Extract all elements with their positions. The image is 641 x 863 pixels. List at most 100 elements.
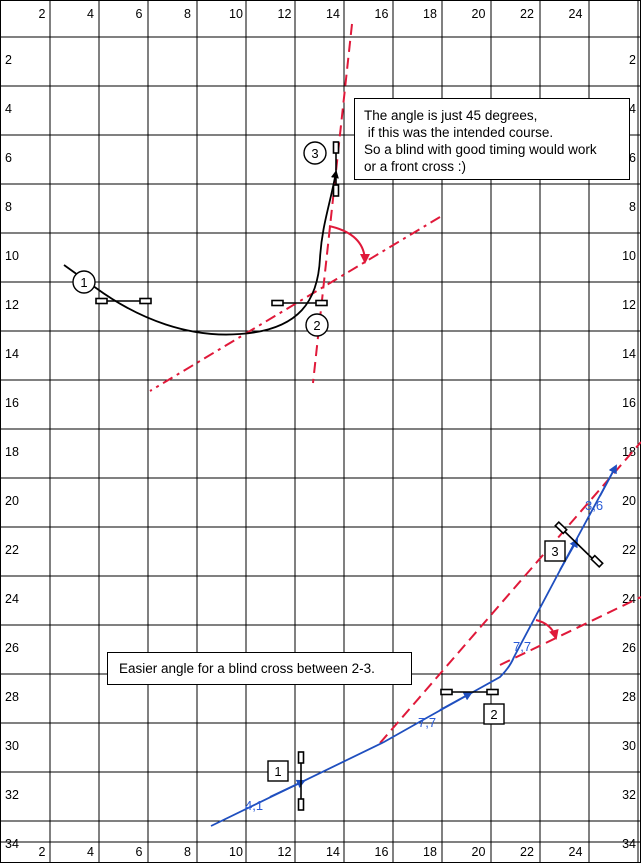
- grid-label-right: 4: [629, 102, 636, 116]
- grid-label-right: 16: [622, 396, 636, 410]
- grid-label-left: 10: [5, 249, 19, 263]
- svg-text:3: 3: [311, 146, 318, 161]
- grid-label-right: 18: [622, 445, 636, 459]
- grid-label-top: 8: [184, 7, 191, 21]
- grid-label-left: 6: [5, 151, 12, 165]
- grid-label-left: 4: [5, 102, 12, 116]
- grid-label-right: 12: [622, 298, 636, 312]
- dog-path-a: [63, 170, 339, 336]
- grid-label-left: 34: [5, 837, 19, 851]
- grid-label-bottom: 6: [136, 845, 143, 859]
- grid-label-right: 30: [622, 739, 636, 753]
- note-line-1: The angle is just 45 degrees,: [364, 108, 538, 123]
- angle-arc-b: [535, 619, 559, 640]
- jump-a-1: [95, 297, 152, 305]
- svg-text:2: 2: [490, 707, 497, 722]
- grid-bottom-labels: 2 4 6 8 10 12 14 16 18 20 22 24: [39, 845, 583, 859]
- grid-label-top: 6: [136, 7, 143, 21]
- marker-a-1: 1: [72, 270, 96, 294]
- marker-b-2: 2: [483, 703, 505, 725]
- grid-label-top: 16: [375, 7, 389, 21]
- course-b: 1 2 3 4,1 7,7 7,7 3,6: [210, 441, 641, 827]
- angle-line-a-vertical: [312, 23, 353, 384]
- grid-label-left: 24: [5, 592, 19, 606]
- grid-label-bottom: 18: [423, 845, 437, 859]
- grid-label-bottom: 24: [569, 845, 583, 859]
- angle-line-b-long: [379, 441, 641, 744]
- grid-label-left: 12: [5, 298, 19, 312]
- note-line-3: So a blind with good timing would work: [364, 142, 597, 157]
- marker-b-3: 3: [544, 540, 566, 562]
- note-bottom-text: Easier angle for a blind cross between 2…: [119, 661, 375, 676]
- grid-label-bottom: 14: [326, 845, 340, 859]
- course-a: 1 2 3: [63, 23, 441, 392]
- note-angle-explanation: The angle is just 45 degrees, if this wa…: [354, 98, 630, 180]
- marker-b-1: 1: [267, 760, 289, 782]
- grid-label-left: 14: [5, 347, 19, 361]
- note-easier-angle: Easier angle for a blind cross between 2…: [107, 652, 412, 685]
- grid-label-right: 2: [629, 53, 636, 67]
- grid-label-top: 2: [39, 7, 46, 21]
- grid-label-right: 28: [622, 690, 636, 704]
- grid-label-top: 20: [472, 7, 486, 21]
- grid-label-bottom: 12: [278, 845, 292, 859]
- jump-b-3: [554, 520, 604, 569]
- distance-label-1: 4,1: [245, 798, 263, 813]
- grid-label-bottom: 4: [87, 845, 94, 859]
- marker-a-2: 2: [305, 313, 329, 337]
- jump-b-2: [440, 688, 499, 696]
- svg-text:1: 1: [80, 275, 87, 290]
- grid-label-right: 8: [629, 200, 636, 214]
- grid-label-left: 28: [5, 690, 19, 704]
- grid-label-right: 32: [622, 788, 636, 802]
- marker-a-3: 3: [303, 141, 327, 165]
- grid-label-right: 6: [629, 151, 636, 165]
- angle-arc-a: [328, 225, 370, 264]
- grid-label-right: 10: [622, 249, 636, 263]
- grid-label-top: 24: [569, 7, 583, 21]
- grid-label-left: 20: [5, 494, 19, 508]
- grid-label-top: 4: [87, 7, 94, 21]
- svg-text:2: 2: [313, 318, 320, 333]
- distance-label-3: 7,7: [513, 639, 531, 654]
- jump-a-2: [271, 299, 328, 307]
- grid-label-bottom: 2: [39, 845, 46, 859]
- note-line-2: if this was the intended course.: [364, 125, 554, 140]
- grid-label-bottom: 8: [184, 845, 191, 859]
- jump-a-3: [332, 141, 340, 197]
- grid-label-left: 8: [5, 200, 12, 214]
- svg-text:1: 1: [274, 764, 281, 779]
- distance-label-2: 7,7: [418, 715, 436, 730]
- grid-label-left: 30: [5, 739, 19, 753]
- grid-label-top: 10: [229, 7, 243, 21]
- distance-label-4: 3,6: [585, 498, 603, 513]
- grid-label-top: 14: [326, 7, 340, 21]
- grid-label-right: 24: [622, 592, 636, 606]
- grid-label-left: 16: [5, 396, 19, 410]
- grid-label-right: 26: [622, 641, 636, 655]
- grid-label-left: 22: [5, 543, 19, 557]
- grid-label-left: 18: [5, 445, 19, 459]
- jump-b-1: [297, 751, 305, 811]
- grid-label-right: 34: [622, 837, 636, 851]
- grid-label-bottom: 16: [375, 845, 389, 859]
- grid-top-labels: 2 4 6 8 10 12 14 16 18 20 22 24: [39, 7, 583, 21]
- grid-label-right: 20: [622, 494, 636, 508]
- grid-label-bottom: 10: [229, 845, 243, 859]
- grid-label-right: 22: [622, 543, 636, 557]
- grid-label-left: 2: [5, 53, 12, 67]
- grid-label-top: 12: [278, 7, 292, 21]
- angle-line-b-short: [499, 596, 641, 666]
- grid-label-bottom: 20: [472, 845, 486, 859]
- angle-line-a-diagonal: [149, 216, 441, 392]
- note-line-4: or a front cross :): [364, 159, 467, 174]
- grid-label-top: 18: [423, 7, 437, 21]
- grid-label-right: 14: [622, 347, 636, 361]
- grid-label-left: 32: [5, 788, 19, 802]
- grid-label-top: 22: [520, 7, 534, 21]
- grid-label-left: 26: [5, 641, 19, 655]
- svg-text:3: 3: [551, 544, 558, 559]
- grid-label-bottom: 22: [520, 845, 534, 859]
